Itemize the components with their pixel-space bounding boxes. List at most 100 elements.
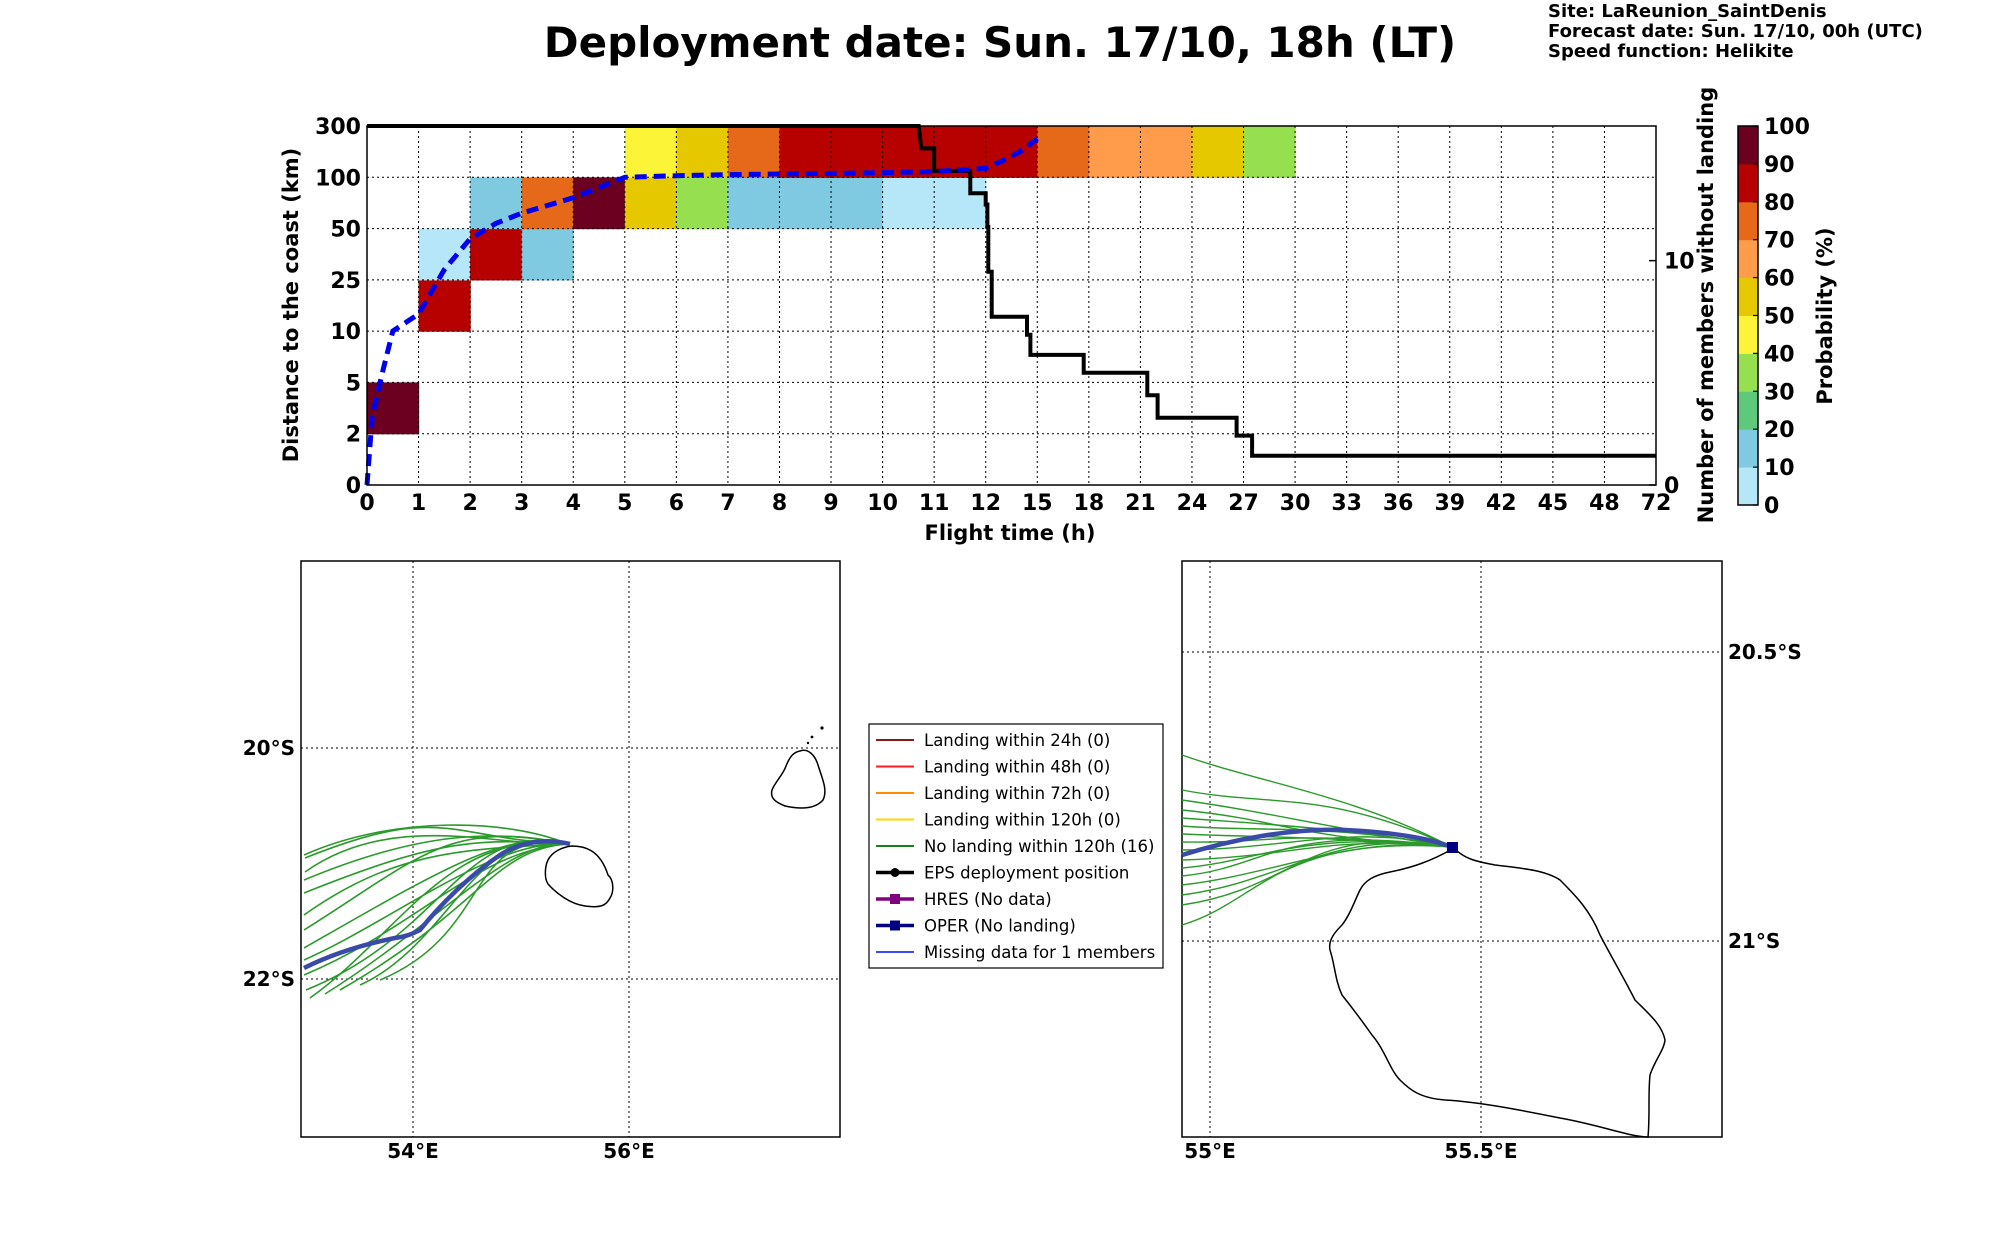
map-region-overview: 54°E 56°E 20°S 22°S	[243, 560, 841, 1163]
x-tick-label: 8	[772, 491, 787, 516]
colorbar-tick-label: 10	[1764, 456, 1795, 481]
x-tick-label: 48	[1589, 491, 1620, 516]
colorbar-label: Probability (%)	[1813, 227, 1837, 404]
ensemble-track-zoom	[1181, 839, 1453, 877]
y2-tick-label: 10	[1664, 250, 1695, 275]
speed-function-label: Speed function: Helikite	[1548, 41, 1794, 62]
heatmap-cell	[521, 228, 574, 281]
heatmap-cell	[779, 126, 832, 178]
legend-label: Missing data for 1 members	[924, 943, 1155, 962]
colorbar-segment	[1738, 201, 1758, 241]
x-tick-label: 42	[1486, 491, 1517, 516]
x-tick-label: 3	[514, 491, 529, 516]
legend-label: Landing within 48h (0)	[924, 758, 1110, 777]
heatmap-cell	[831, 126, 884, 178]
y2-tick-label: 0	[1664, 474, 1679, 499]
heatmap-cell	[727, 126, 781, 178]
ensemble-track	[303, 824, 569, 856]
y-tick-label: 10	[330, 320, 361, 345]
heatmap-cell	[1140, 126, 1193, 178]
heatmap-cell	[985, 126, 1038, 178]
legend-items: Landing within 24h (0) Landing within 48h…	[876, 731, 1155, 962]
heatmap-frame	[366, 125, 1657, 486]
heatmap-cell	[624, 177, 677, 230]
y-tick-label: 0	[346, 474, 361, 499]
map-right-x-tick-55E: 55°E	[1184, 1139, 1236, 1163]
x-tick-label: 15	[1022, 491, 1053, 516]
y-tick-label: 5	[346, 371, 361, 396]
map-left-frame	[300, 560, 841, 1138]
x-tick-label: 45	[1538, 491, 1569, 516]
x-tick-label: 0	[359, 491, 374, 516]
y2-tick-labels: 0 10	[1649, 250, 1695, 499]
heatmap-cell	[831, 177, 884, 230]
oper-deployment-marker	[1447, 842, 1458, 853]
x-tick-label: 4	[566, 491, 581, 516]
heatmap-cell	[882, 126, 935, 178]
ensemble-track-zoom	[1181, 836, 1453, 851]
x-tick-label: 9	[823, 491, 838, 516]
x-tick-label: 21	[1125, 491, 1156, 516]
heatmap-cell	[418, 279, 471, 332]
y-tick-label: 300	[315, 115, 361, 140]
colorbar-tick-label: 40	[1764, 342, 1795, 367]
legend-frame	[868, 723, 1164, 969]
colorbar-segment	[1738, 126, 1758, 165]
colorbar-segment	[1738, 391, 1758, 430]
colorbar-segment	[1738, 429, 1758, 468]
x-axis-label: Flight time (h)	[925, 521, 1096, 545]
colorbar-segment	[1738, 315, 1758, 354]
heatmap-cells	[367, 126, 1296, 435]
map-right-x-tick-55-5E: 55.5°E	[1444, 1139, 1517, 1163]
x-tick-label: 10	[867, 491, 898, 516]
y-tick-label: 25	[330, 269, 361, 294]
colorbar-segment	[1738, 467, 1758, 506]
x-tick-label: 6	[669, 491, 684, 516]
colorbar-segment	[1738, 353, 1758, 392]
colorbar-tick-labels: 0 10 20 30 40 50 60 70 80 90 100	[1753, 115, 1810, 519]
map-left-x-tick-54E: 54°E	[387, 1139, 439, 1163]
heatmap-cell	[676, 177, 729, 230]
x-tick-label: 2	[462, 491, 477, 516]
heatmap-cell	[1088, 126, 1141, 178]
y-tick-label: 100	[315, 166, 361, 191]
oper-track	[302, 839, 571, 971]
map-left-x-tick-56E: 56°E	[603, 1139, 655, 1163]
ensemble-track	[303, 843, 569, 916]
ensemble-track	[304, 826, 569, 859]
heatmap-cell	[934, 177, 987, 230]
x-tick-label: 33	[1331, 491, 1362, 516]
x-tick-label: 30	[1280, 491, 1311, 516]
colorbar-segment	[1738, 277, 1758, 316]
colorbar-segment	[1738, 239, 1758, 279]
ensemble-track-zoom	[1181, 844, 1453, 926]
map-left-y-tick-22S: 22°S	[243, 967, 295, 991]
x-tick-label: 18	[1074, 491, 1105, 516]
forecast-date-label: Forecast date: Sun. 17/10, 00h (UTC)	[1548, 21, 1923, 42]
ensemble-track	[303, 835, 569, 931]
legend: Landing within 24h (0) Landing within 48h…	[868, 723, 1164, 969]
legend-label: Landing within 120h (0)	[924, 811, 1121, 830]
rodrigues-dot	[820, 726, 824, 730]
ensemble-track	[304, 834, 569, 873]
islet-dot	[806, 741, 810, 745]
mauritius-island-outline	[770, 749, 826, 809]
heatmap-cell	[470, 177, 523, 230]
map-left-y-tick-20S: 20°S	[243, 736, 295, 760]
heatmap-cell	[779, 177, 832, 230]
x-tick-label: 72	[1641, 491, 1672, 516]
y-tick-label: 2	[346, 423, 361, 448]
x-tick-labels: 0 1 2 3 4 5 6 7 8 9 10 11 12 15 18 21 24 27 30 33 36 39 42 45 48…	[359, 491, 1671, 516]
heatmap-cell	[624, 126, 677, 178]
ensemble-tracks-zoom	[1181, 754, 1453, 926]
heatmap-cell	[1037, 126, 1090, 178]
heatmap-cell	[1243, 126, 1296, 178]
legend-label: HRES (No data)	[924, 890, 1052, 909]
legend-label: No landing within 120h (16)	[924, 837, 1154, 856]
islet-dot	[810, 735, 814, 739]
y-tick-label: 50	[330, 218, 361, 243]
colorbar-segment	[1738, 163, 1758, 203]
x-tick-label: 12	[970, 491, 1001, 516]
forecast-info: Site: LaReunion_SaintDenis Forecast date…	[1548, 2, 1923, 62]
